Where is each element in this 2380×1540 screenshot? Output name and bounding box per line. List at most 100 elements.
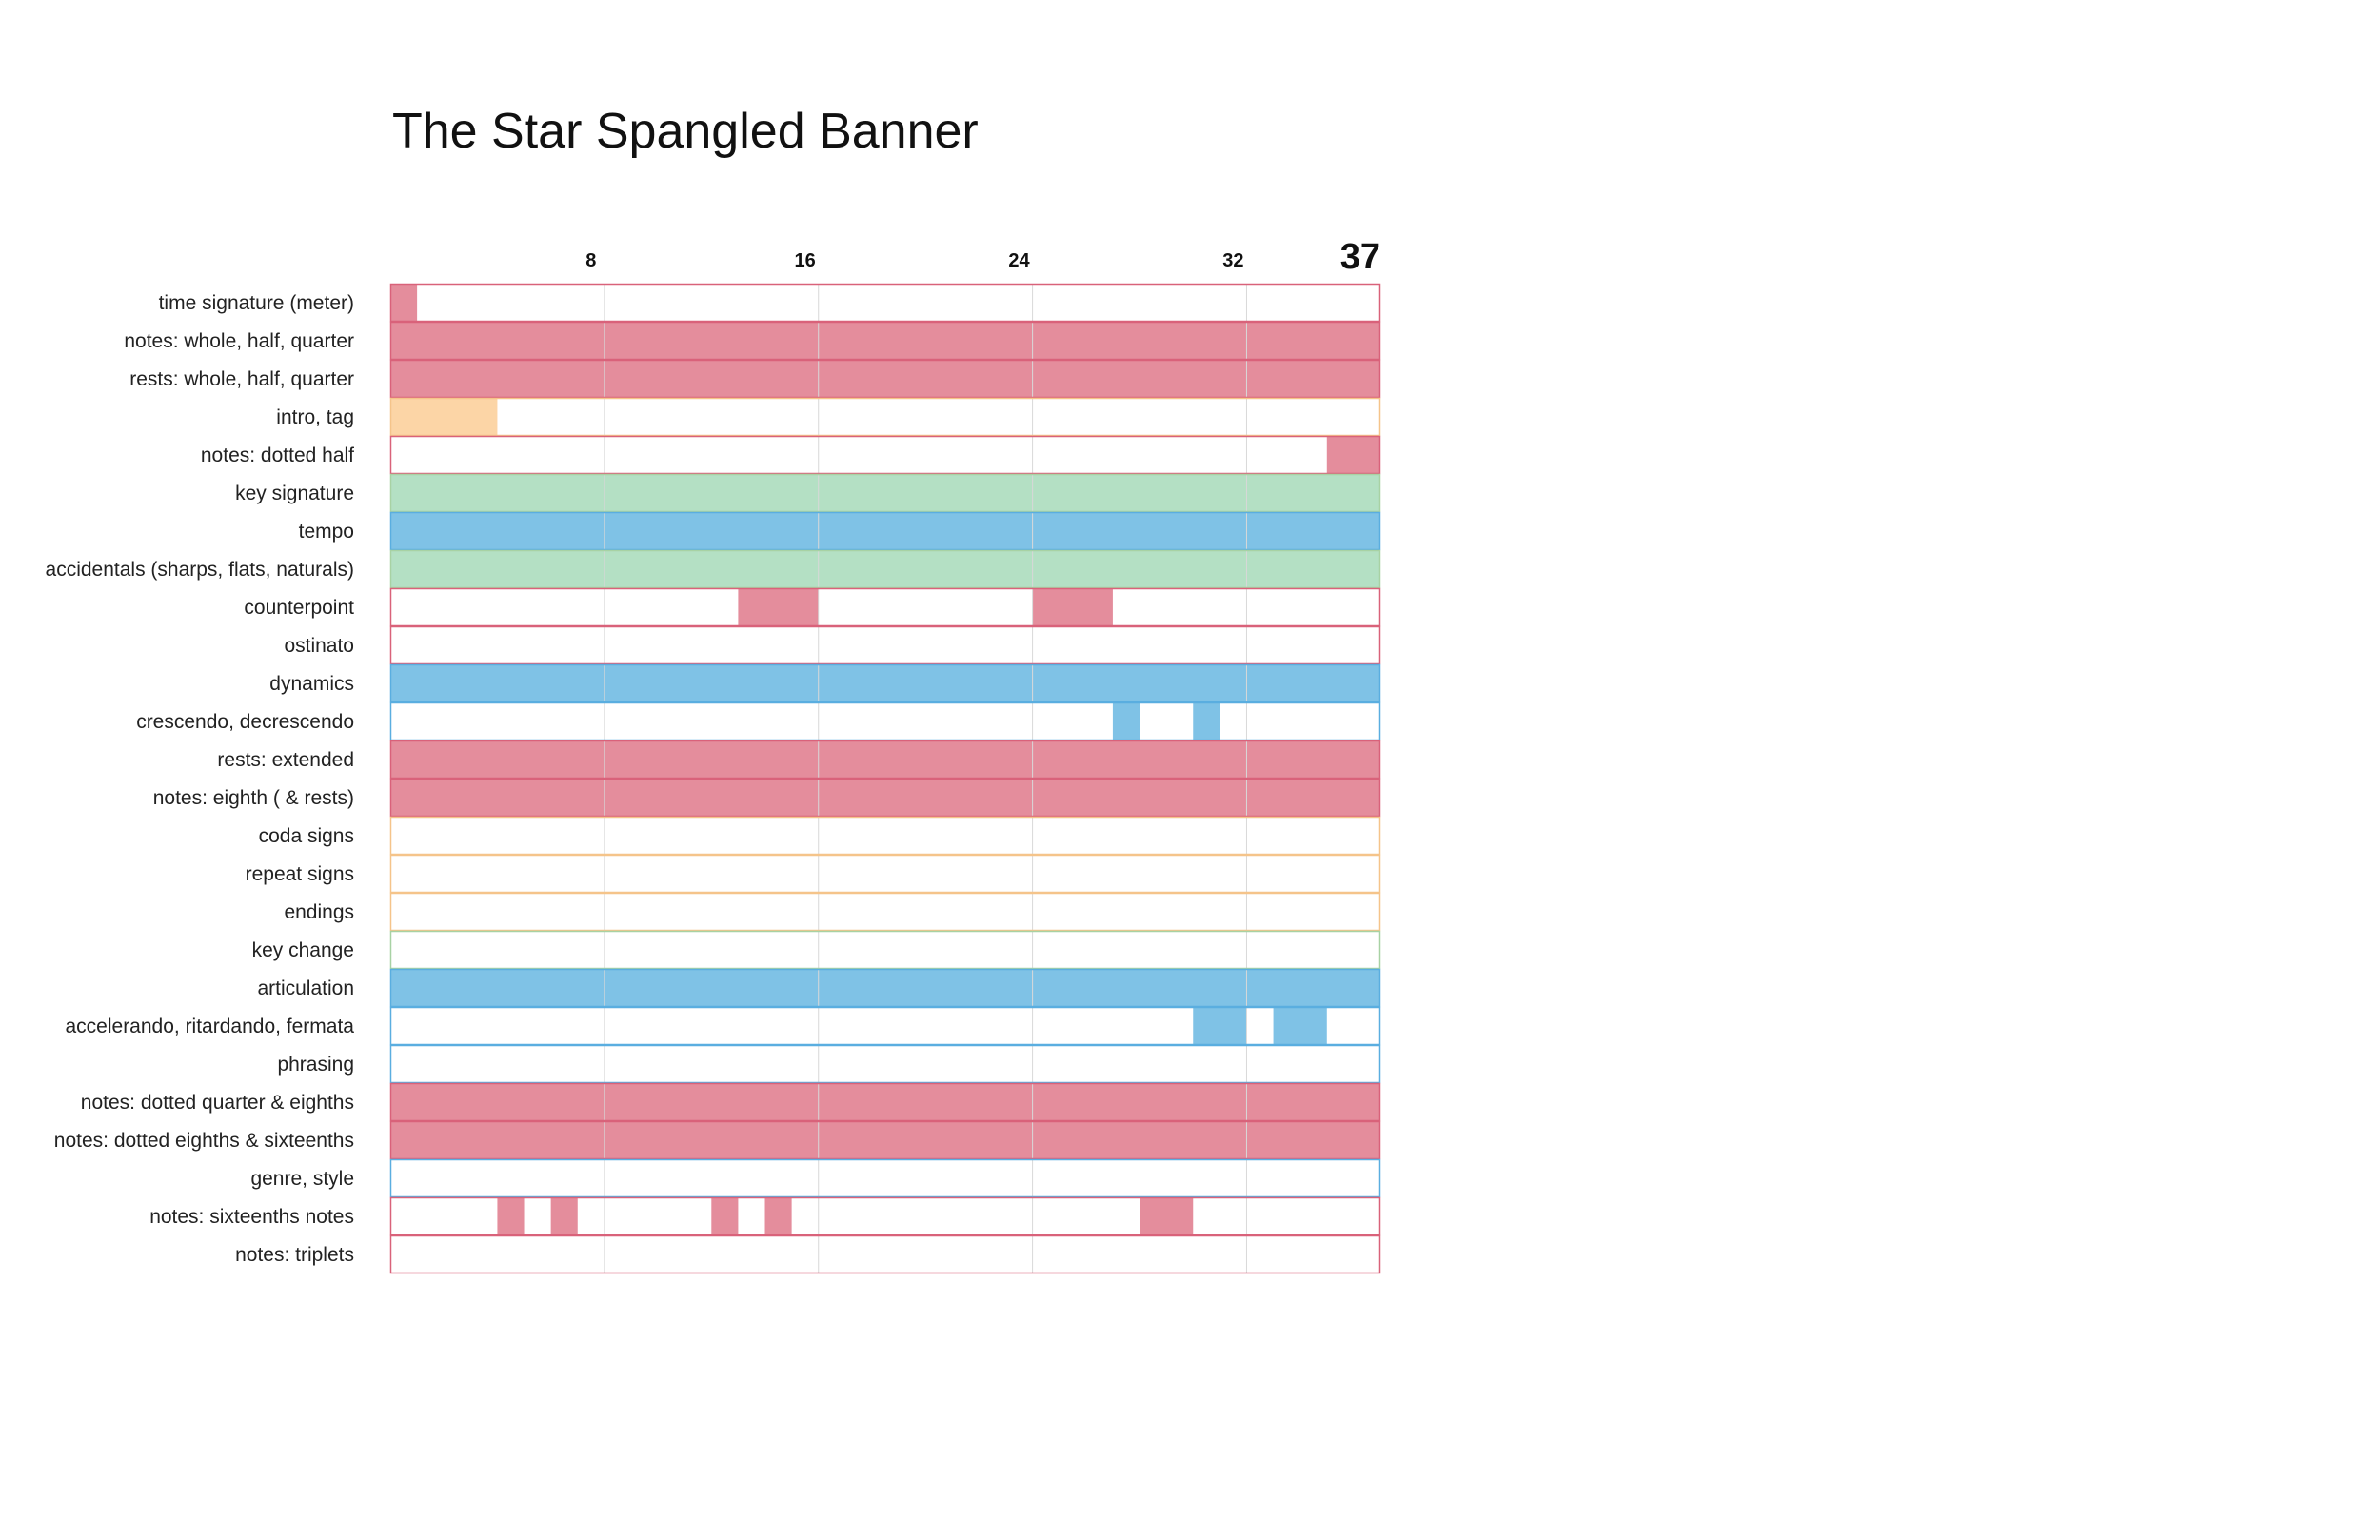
row-label-notes-sixteenths-notes: notes: sixteenths notes <box>149 1206 354 1228</box>
row-border-accelerando-ritardando-fermata <box>389 1006 1381 1046</box>
row-background-intro-tag <box>390 398 1380 436</box>
row-label-phrasing: phrasing <box>277 1054 354 1076</box>
row-background-repeat-signs <box>390 855 1380 893</box>
row-background-coda-signs <box>390 817 1380 855</box>
segment-tempo-1 <box>390 512 1380 550</box>
row-label-intro-tag: intro, tag <box>276 406 354 428</box>
segment-notes-dotted-half-1 <box>1326 436 1380 474</box>
row-border-notes-whole-half-quarter <box>389 321 1381 361</box>
row-background-notes-sixteenths-notes <box>390 1197 1380 1235</box>
row-border-key-signature <box>389 473 1381 513</box>
row-border-notes-dotted-half <box>389 435 1381 475</box>
row-label-rests-whole-half-quarter: rests: whole, half, quarter <box>129 368 354 390</box>
row-border-coda-signs <box>389 816 1381 856</box>
row-border-notes-eighth-rests <box>389 778 1381 818</box>
row-label-accelerando-ritardando-fermata: accelerando, ritardando, fermata <box>65 1016 354 1037</box>
row-label-key-signature: key signature <box>235 483 354 504</box>
row-label-notes-eighth-rests: notes: eighth ( & rests) <box>153 787 354 809</box>
row-label-notes-whole-half-quarter: notes: whole, half, quarter <box>124 330 354 352</box>
row-label-genre-style: genre, style <box>250 1168 354 1190</box>
segment-intro-tag-1 <box>390 398 498 436</box>
segment-dynamics-1 <box>390 664 1380 702</box>
x-tick-label-24: 24 <box>1008 250 1030 271</box>
chart-title: The Star Spangled Banner <box>392 104 979 159</box>
row-label-coda-signs: coda signs <box>259 825 354 847</box>
segment-rests-extended-1 <box>390 740 1380 779</box>
segment-notes-eighth-rests-1 <box>390 779 1380 817</box>
row-border-rests-whole-half-quarter <box>389 359 1381 399</box>
segment-time-signature-meter-1 <box>390 284 418 322</box>
segment-notes-sixteenths-notes-2 <box>550 1197 578 1235</box>
segment-articulation-1 <box>390 969 1380 1007</box>
segment-notes-sixteenths-notes-1 <box>497 1197 525 1235</box>
row-border-notes-dotted-quarter-eighths <box>389 1082 1381 1122</box>
row-label-ostinato: ostinato <box>284 635 354 657</box>
row-border-accidentals-sharps-flats-naturals <box>389 549 1381 589</box>
x-tick-label-8: 8 <box>585 250 596 271</box>
row-border-articulation <box>389 968 1381 1008</box>
row-label-notes-dotted-eighths-sixteenths: notes: dotted eighths & sixteenths <box>54 1130 354 1152</box>
row-background-counterpoint <box>390 588 1380 626</box>
x-tick-labels: 8 16 24 32 37 <box>585 237 1380 277</box>
segment-counterpoint-1 <box>738 588 819 626</box>
row-border-tempo <box>389 511 1381 551</box>
row-background-phrasing <box>390 1045 1380 1083</box>
x-tick-label-16: 16 <box>795 250 816 271</box>
row-label-rests-extended: rests: extended <box>217 749 354 771</box>
row-label-notes-dotted-quarter-eighths: notes: dotted quarter & eighths <box>81 1092 354 1114</box>
row-border-time-signature-meter <box>389 283 1381 323</box>
row-border-endings <box>389 892 1381 932</box>
row-background-ostinato <box>390 626 1380 664</box>
row-border-notes-dotted-eighths-sixteenths <box>389 1120 1381 1160</box>
segment-notes-dotted-quarter-eighths-1 <box>390 1083 1380 1121</box>
row-borders <box>389 283 1381 1274</box>
segment-accidentals-sharps-flats-naturals-1 <box>390 550 1380 588</box>
row-border-phrasing <box>389 1044 1381 1084</box>
feature-segments <box>390 284 1380 1235</box>
row-label-counterpoint: counterpoint <box>244 597 354 619</box>
segment-counterpoint-2 <box>1032 588 1113 626</box>
row-label-endings: endings <box>284 901 354 923</box>
row-border-crescendo-decrescendo <box>389 701 1381 741</box>
row-border-notes-triplets <box>389 1234 1381 1274</box>
segment-accelerando-ritardando-fermata-2 <box>1273 1007 1327 1045</box>
row-border-dynamics <box>389 663 1381 703</box>
row-border-genre-style <box>389 1158 1381 1198</box>
segment-rests-whole-half-quarter-1 <box>390 360 1380 398</box>
row-label-key-change: key change <box>252 939 354 961</box>
row-background-genre-style <box>390 1159 1380 1197</box>
segment-key-signature-1 <box>390 474 1380 512</box>
row-border-notes-sixteenths-notes <box>389 1196 1381 1236</box>
segment-notes-whole-half-quarter-1 <box>390 322 1380 360</box>
row-border-key-change <box>389 930 1381 970</box>
segment-notes-sixteenths-notes-5 <box>1140 1197 1194 1235</box>
row-border-repeat-signs <box>389 854 1381 894</box>
row-border-ostinato <box>389 625 1381 665</box>
segment-notes-sixteenths-notes-4 <box>764 1197 792 1235</box>
row-border-intro-tag <box>389 397 1381 437</box>
row-background-notes-dotted-half <box>390 436 1380 474</box>
row-labels: time signature (meter) notes: whole, half… <box>46 292 355 1266</box>
row-border-counterpoint <box>389 587 1381 627</box>
segment-notes-dotted-eighths-sixteenths-1 <box>390 1121 1380 1159</box>
row-label-crescendo-decrescendo: crescendo, decrescendo <box>136 711 354 733</box>
row-background-endings <box>390 893 1380 931</box>
row-background-notes-triplets <box>390 1235 1380 1273</box>
x-tick-label-37: 37 <box>1340 237 1380 277</box>
row-background-time-signature-meter <box>390 284 1380 322</box>
row-background-crescendo-decrescendo <box>390 702 1380 740</box>
x-tick-label-32: 32 <box>1222 250 1243 271</box>
row-label-time-signature-meter: time signature (meter) <box>159 292 354 314</box>
row-label-dynamics: dynamics <box>269 673 354 695</box>
row-label-articulation: articulation <box>257 977 354 999</box>
row-border-rests-extended <box>389 740 1381 780</box>
row-label-notes-dotted-half: notes: dotted half <box>201 444 354 466</box>
row-label-repeat-signs: repeat signs <box>246 863 354 885</box>
row-background-key-change <box>390 931 1380 969</box>
segment-notes-sixteenths-notes-3 <box>711 1197 739 1235</box>
row-label-tempo: tempo <box>299 521 354 543</box>
segment-crescendo-decrescendo-1 <box>1112 702 1140 740</box>
segment-accelerando-ritardando-fermata-1 <box>1193 1007 1247 1045</box>
row-label-notes-triplets: notes: triplets <box>235 1244 354 1266</box>
